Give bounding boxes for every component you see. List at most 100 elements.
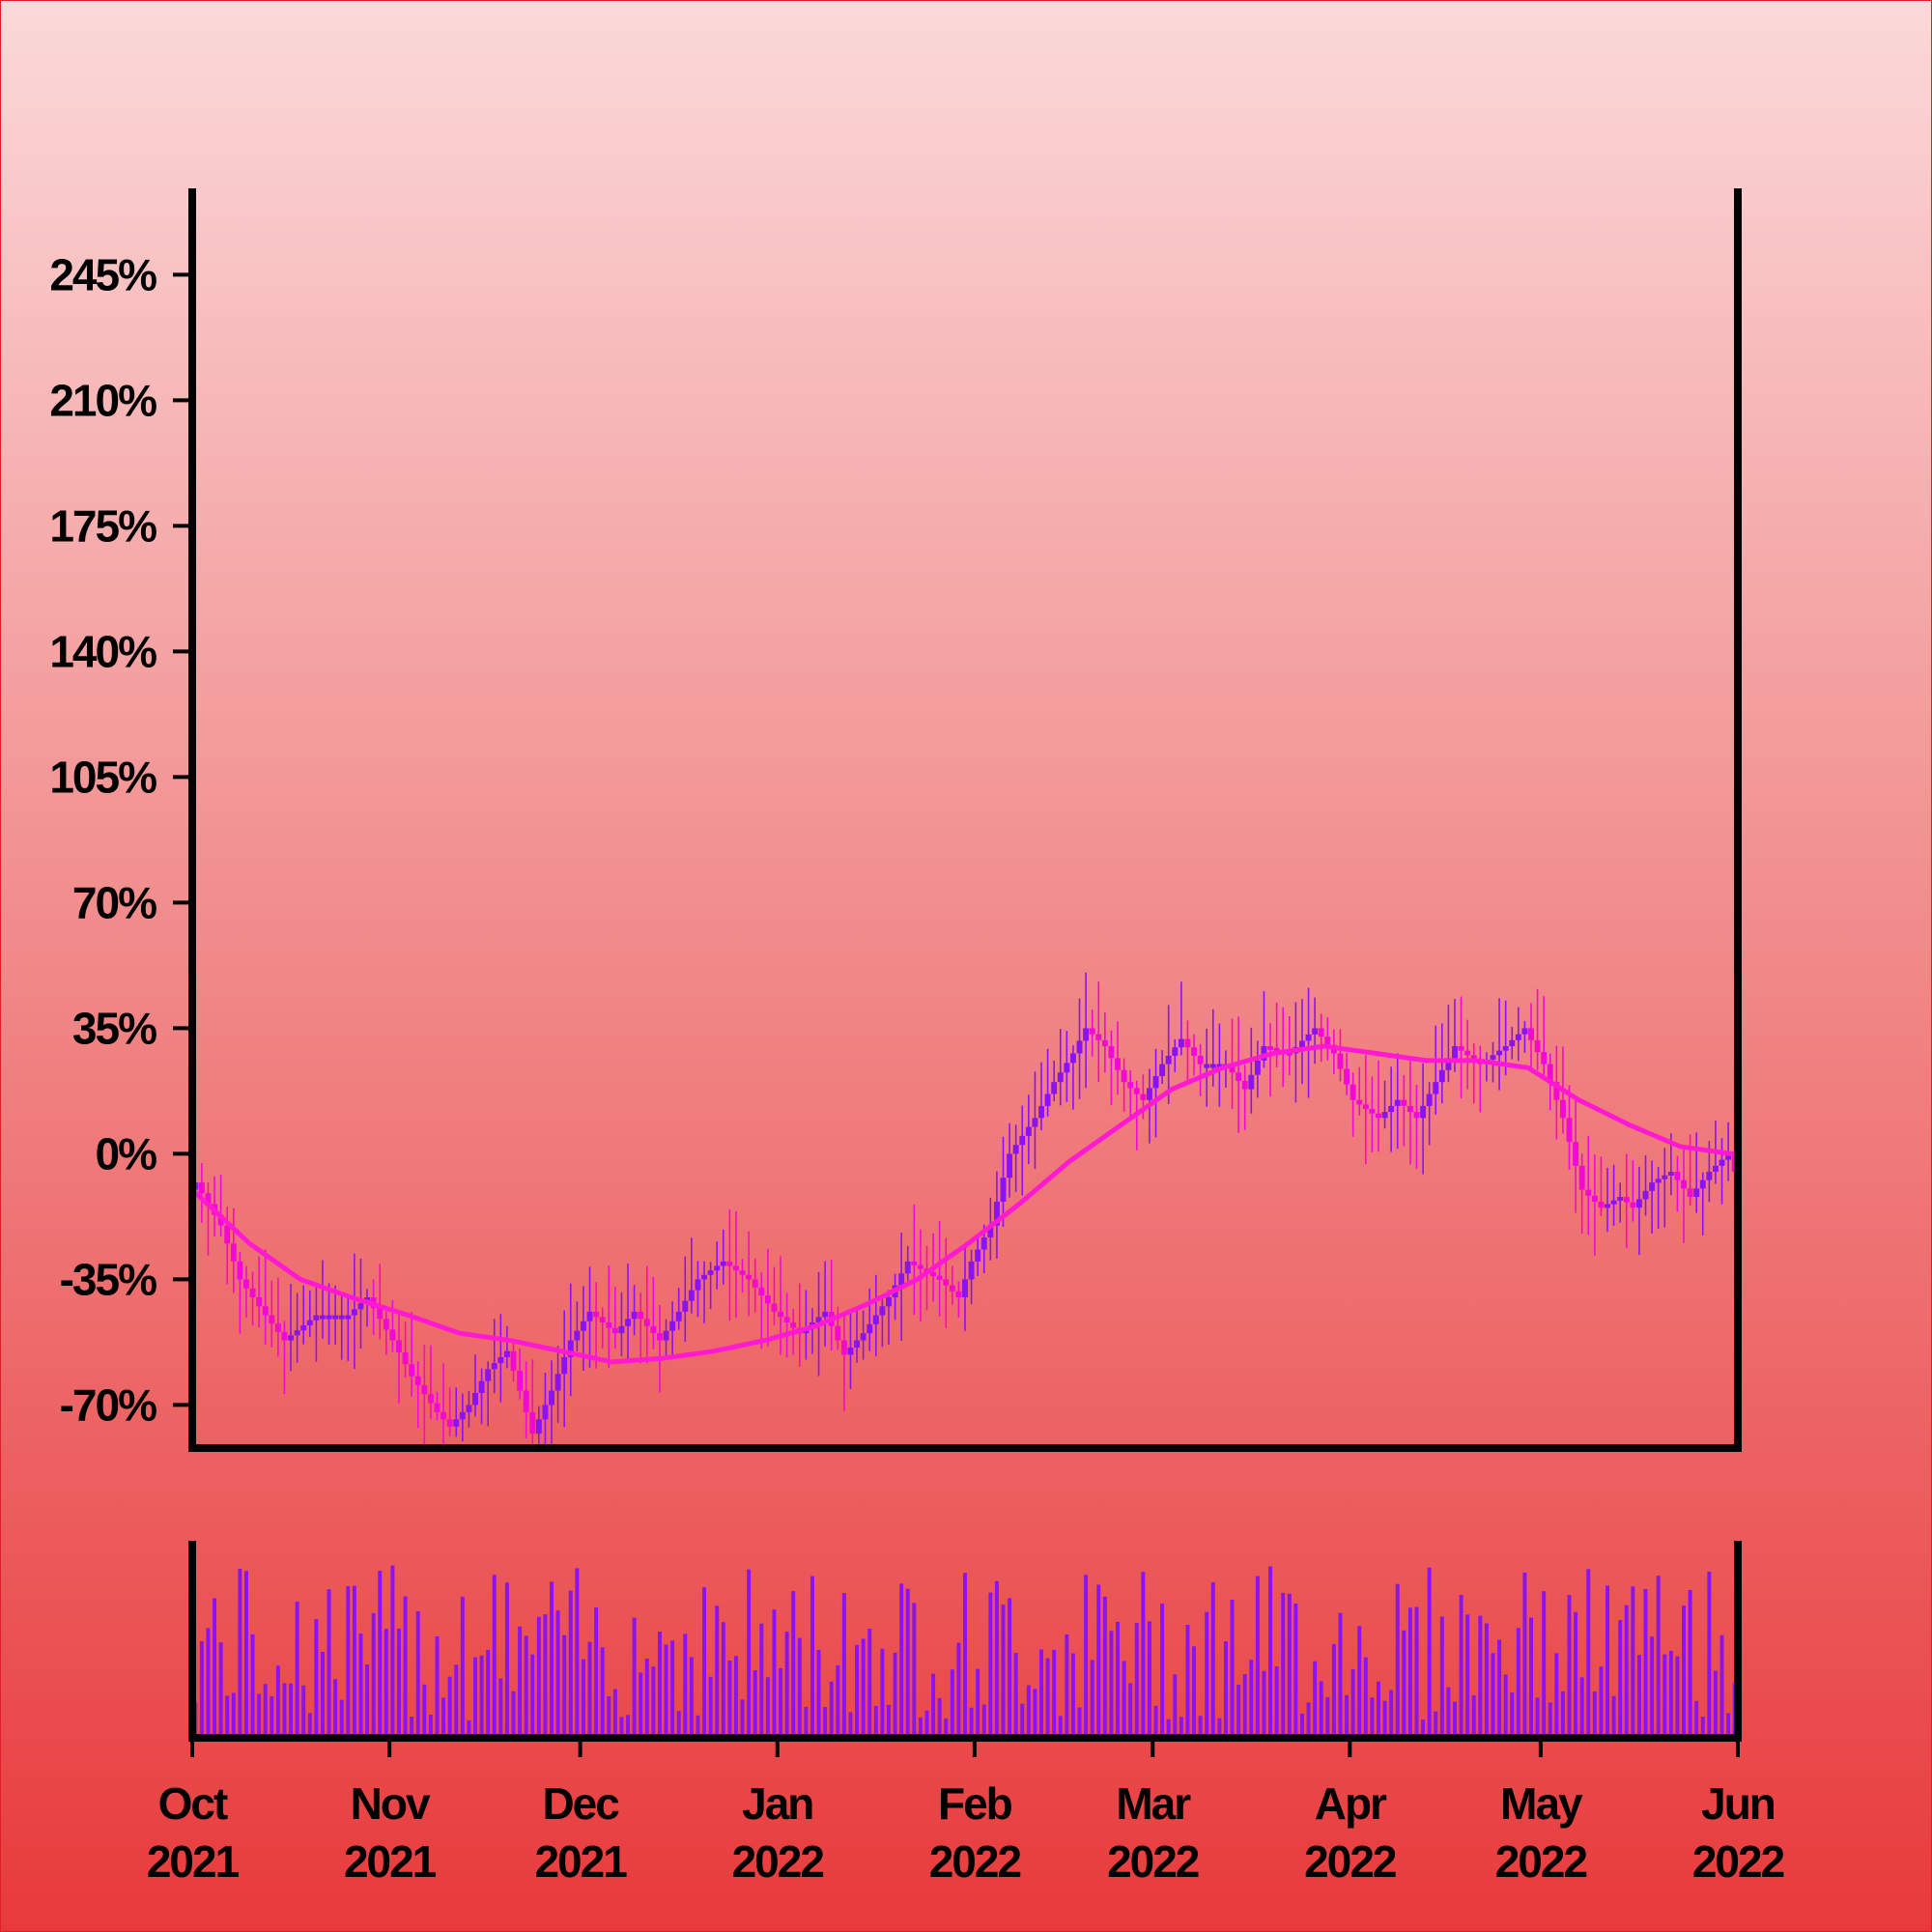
candle-body xyxy=(650,1325,657,1334)
candle-body xyxy=(230,1243,237,1262)
volume-bar xyxy=(1453,1701,1457,1738)
volume-bar xyxy=(759,1623,764,1738)
candle-body xyxy=(943,1279,950,1286)
candle-body xyxy=(1655,1179,1662,1183)
candle-body xyxy=(1356,1099,1363,1105)
candle-body xyxy=(1610,1200,1617,1205)
volume-bar xyxy=(1338,1612,1343,1738)
volume-bar xyxy=(657,1631,662,1738)
candle-body xyxy=(586,1311,593,1321)
candle-body xyxy=(1267,1046,1274,1050)
candle-body xyxy=(1509,1039,1516,1046)
candle-body xyxy=(904,1261,911,1274)
volume-bar xyxy=(460,1596,465,1738)
candle-body xyxy=(1598,1201,1605,1208)
volume-bar xyxy=(1102,1596,1107,1738)
x-tick-year: 2022 xyxy=(732,1836,824,1887)
candle-body xyxy=(281,1331,288,1341)
volume-bar xyxy=(1008,1598,1012,1738)
volume-bar xyxy=(1001,1605,1006,1738)
candle-body xyxy=(274,1323,281,1332)
volume-bar xyxy=(257,1693,262,1738)
volume-bar xyxy=(804,1706,809,1738)
volume-bar xyxy=(1459,1595,1463,1738)
candle-body xyxy=(1490,1055,1496,1060)
candle-body xyxy=(980,1237,987,1250)
volume-bar xyxy=(403,1596,408,1738)
volume-bar xyxy=(301,1685,306,1738)
candle-body xyxy=(1553,1082,1560,1100)
candle-body xyxy=(993,1201,1000,1226)
x-tick-year: 2022 xyxy=(1107,1836,1199,1887)
candle-body xyxy=(1559,1099,1566,1119)
candle-body xyxy=(815,1317,822,1322)
volume-bar xyxy=(1650,1636,1655,1738)
candle-body xyxy=(746,1274,753,1280)
volume-bar xyxy=(912,1603,917,1738)
volume-bar xyxy=(715,1605,720,1738)
volume-bar xyxy=(1719,1634,1724,1738)
candle-body xyxy=(783,1317,790,1322)
candle-body xyxy=(1254,1060,1261,1075)
candle-body xyxy=(854,1340,861,1348)
candle-body xyxy=(682,1300,689,1312)
candle-body xyxy=(440,1411,447,1420)
volume-bar xyxy=(1631,1586,1635,1738)
candle-body xyxy=(1406,1105,1413,1113)
candle-body xyxy=(1012,1145,1019,1154)
candle-body xyxy=(1095,1034,1102,1040)
price-panel-frame xyxy=(188,188,1742,1452)
candle-body xyxy=(714,1265,721,1271)
x-tick-month: Feb xyxy=(938,1778,1012,1829)
volume-bar xyxy=(410,1717,414,1738)
volume-bar xyxy=(243,1571,248,1738)
volume-bar xyxy=(861,1638,866,1738)
x-tick-year: 2021 xyxy=(147,1836,240,1887)
candle-body xyxy=(389,1329,396,1341)
candle-body xyxy=(409,1364,415,1377)
volume-bar xyxy=(568,1590,573,1738)
candle-body xyxy=(300,1324,307,1331)
candle-body xyxy=(1401,1099,1407,1106)
volume-bar xyxy=(639,1672,643,1738)
volume-bar xyxy=(206,1628,211,1738)
volume-bar xyxy=(1579,1677,1584,1738)
candle-body xyxy=(1127,1082,1134,1089)
candle-body xyxy=(1172,1047,1179,1056)
volume-bar xyxy=(1134,1623,1139,1738)
candle-body xyxy=(1152,1075,1159,1089)
candle-body xyxy=(243,1279,249,1289)
candle-body xyxy=(911,1261,918,1265)
volume-bar xyxy=(626,1715,631,1738)
candle-body xyxy=(561,1356,568,1375)
volume-bar xyxy=(1395,1583,1400,1738)
candle-body xyxy=(1438,1069,1445,1083)
candle-body xyxy=(1605,1204,1610,1208)
candle-body xyxy=(1585,1189,1592,1196)
x-tick-month: May xyxy=(1500,1778,1583,1829)
x-tick-month: Mar xyxy=(1116,1778,1191,1829)
candle-body xyxy=(306,1320,313,1325)
volume-bar xyxy=(1173,1674,1178,1738)
volume-bar xyxy=(1249,1660,1254,1738)
volume-bar xyxy=(1313,1661,1318,1738)
candle-body xyxy=(421,1385,428,1395)
candle-body xyxy=(198,1182,205,1194)
volume-bar xyxy=(524,1635,528,1738)
volume-bar xyxy=(250,1634,255,1738)
candle-body xyxy=(1712,1165,1719,1172)
candle-body xyxy=(434,1403,440,1412)
volume-bar xyxy=(1402,1630,1406,1738)
volume-bar xyxy=(1414,1606,1419,1738)
volume-bar xyxy=(1446,1687,1451,1738)
volume-bar xyxy=(428,1714,433,1738)
candle-body xyxy=(414,1376,421,1385)
candle-body xyxy=(503,1350,510,1357)
candle-body xyxy=(778,1311,784,1318)
volume-bar xyxy=(1726,1713,1731,1738)
volume-bar xyxy=(543,1614,548,1738)
volume-bar xyxy=(784,1632,789,1738)
x-tick-year: 2021 xyxy=(344,1836,437,1887)
volume-bar xyxy=(295,1602,299,1738)
candle-body xyxy=(886,1297,892,1307)
